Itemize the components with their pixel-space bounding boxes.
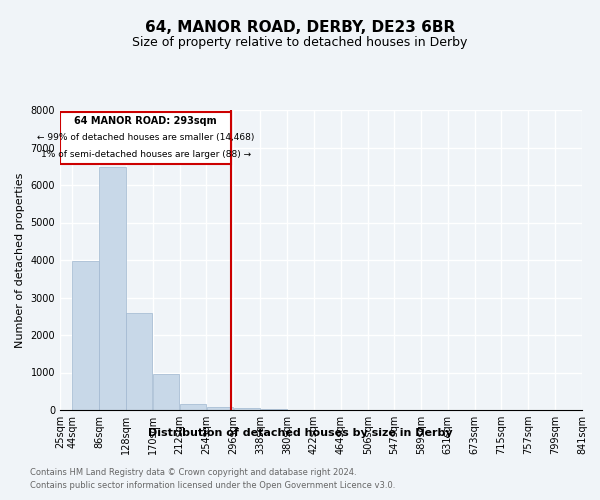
Text: 64 MANOR ROAD: 293sqm: 64 MANOR ROAD: 293sqm xyxy=(74,116,217,126)
Text: Contains HM Land Registry data © Crown copyright and database right 2024.: Contains HM Land Registry data © Crown c… xyxy=(30,468,356,477)
Bar xyxy=(73,261,99,410)
Bar xyxy=(233,408,260,410)
Bar xyxy=(180,404,206,410)
Bar xyxy=(207,406,233,410)
Bar xyxy=(100,167,125,410)
Bar xyxy=(260,409,287,410)
FancyBboxPatch shape xyxy=(60,112,232,164)
Text: 1% of semi-detached houses are larger (88) →: 1% of semi-detached houses are larger (8… xyxy=(41,150,251,159)
Text: Distribution of detached houses by size in Derby: Distribution of detached houses by size … xyxy=(148,428,452,438)
Text: ← 99% of detached houses are smaller (14,468): ← 99% of detached houses are smaller (14… xyxy=(37,133,254,142)
Bar xyxy=(126,312,152,410)
Text: 64, MANOR ROAD, DERBY, DE23 6BR: 64, MANOR ROAD, DERBY, DE23 6BR xyxy=(145,20,455,35)
Bar xyxy=(153,374,179,410)
Y-axis label: Number of detached properties: Number of detached properties xyxy=(15,172,25,348)
Text: Contains public sector information licensed under the Open Government Licence v3: Contains public sector information licen… xyxy=(30,480,395,490)
Text: Size of property relative to detached houses in Derby: Size of property relative to detached ho… xyxy=(133,36,467,49)
